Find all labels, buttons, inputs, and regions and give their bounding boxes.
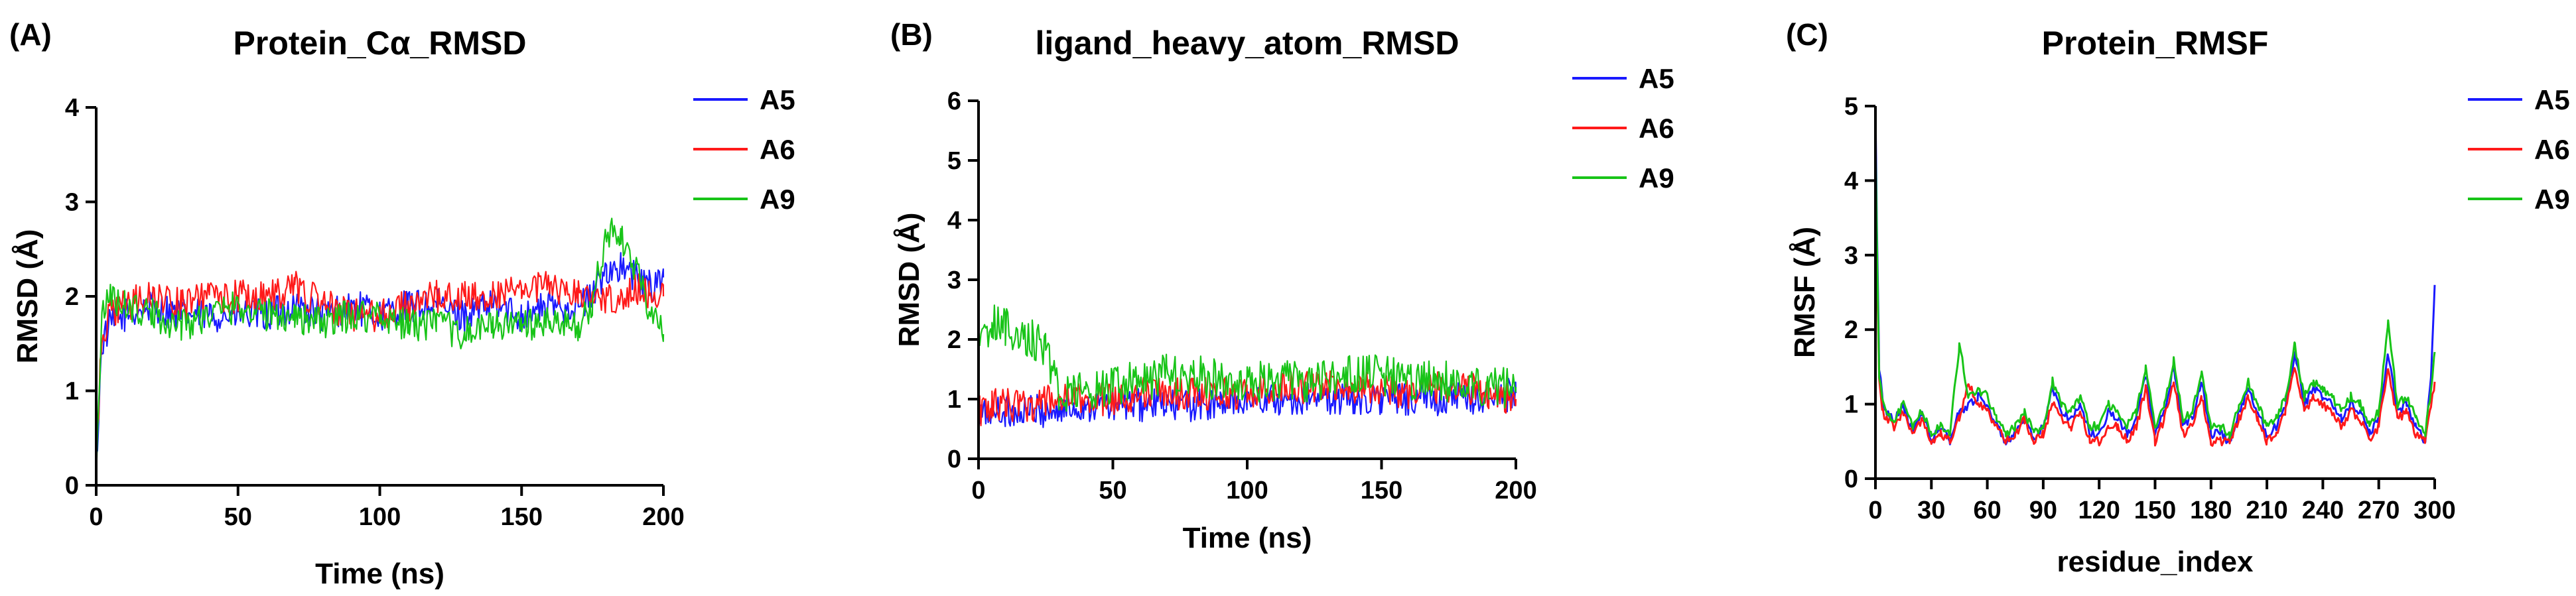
y-axis-label: RMSD (Å): [893, 213, 925, 347]
x-axis-label: Time (ns): [315, 558, 444, 590]
legend: A5 A6 A9: [1572, 63, 1674, 194]
y-tick-label: 0: [65, 472, 79, 500]
legend-label-a5: A5: [760, 84, 795, 115]
y-tick-label: 5: [947, 147, 961, 175]
series-group: [95, 217, 665, 483]
y-tick-label: 6: [947, 88, 961, 115]
series-line-a6: [1874, 167, 2436, 447]
x-tick-label: 180: [2190, 497, 2232, 524]
panel-a: (A) Protein_Cα_RMSD 0 50 100 150 200 0 1 2 3 4 Time …: [9, 17, 795, 590]
x-tick-label: 210: [2246, 497, 2287, 524]
legend: A5 A6 A9: [693, 84, 795, 215]
x-tick-label: 270: [2358, 497, 2400, 524]
chart-title: ligand_heavy_atom_RMSD: [1035, 25, 1459, 62]
y-tick-label: 1: [1844, 391, 1858, 419]
x-axis-label: Time (ns): [1183, 522, 1312, 554]
x-tick-label: 50: [224, 503, 252, 531]
panel-b: (B) ligand_heavy_atom_RMSD 0 50 100 150 200 0 1 2…: [890, 17, 1674, 554]
x-tick-label: 150: [2134, 497, 2176, 524]
x-tick-label: 200: [642, 503, 684, 531]
x-tick-label: 50: [1099, 477, 1126, 505]
panel-label: (A): [9, 17, 52, 52]
y-axis-label: RMSF (Å): [1789, 227, 1821, 358]
x-tick-label: 30: [1917, 497, 1945, 524]
x-tick-label: 100: [1226, 477, 1268, 505]
x-tick-label: 150: [1361, 477, 1402, 505]
legend-label-a6: A6: [760, 134, 795, 165]
y-tick-label: 5: [1844, 93, 1858, 121]
y-tick-label: 2: [947, 326, 961, 354]
x-tick-label: 100: [359, 503, 401, 531]
y-axis-label: RMSD (Å): [11, 229, 44, 364]
x-axis-label: residue_index: [2057, 546, 2254, 578]
series-group: [977, 304, 1517, 428]
y-tick-label: 3: [947, 267, 961, 294]
panel-label: (B): [890, 17, 933, 52]
x-tick-label: 200: [1495, 477, 1536, 505]
series-line-a9: [95, 217, 665, 483]
series-line-a9: [977, 304, 1517, 412]
series-line-a6: [95, 270, 665, 469]
legend-label-a5: A5: [2534, 84, 2570, 115]
series-line-a9: [1874, 132, 2436, 440]
y-tick-label: 3: [65, 189, 79, 217]
legend-label-a9: A9: [1639, 162, 1674, 194]
legend-label-a5: A5: [1639, 63, 1674, 94]
x-tick-label: 0: [1868, 497, 1882, 524]
series-group: [1874, 105, 2436, 447]
chart-title: Protein_RMSF: [2042, 25, 2269, 62]
x-tick-label: 150: [501, 503, 543, 531]
panel-label: (C): [1786, 17, 1828, 52]
legend-label-a6: A6: [2534, 134, 2570, 165]
y-tick-label: 0: [947, 446, 961, 473]
x-tick-label: 90: [2029, 497, 2057, 524]
legend-label-a6: A6: [1639, 113, 1674, 144]
y-tick-label: 2: [1844, 316, 1858, 344]
x-tick-label: 0: [971, 477, 985, 505]
x-tick-label: 240: [2302, 497, 2344, 524]
y-tick-label: 1: [947, 386, 961, 414]
x-tick-label: 0: [89, 503, 103, 531]
y-tick-label: 1: [65, 378, 79, 406]
legend-label-a9: A9: [760, 184, 795, 215]
y-tick-label: 4: [947, 207, 961, 235]
y-tick-label: 4: [65, 94, 79, 122]
x-tick-label: 120: [2078, 497, 2120, 524]
legend: A5 A6 A9: [2468, 84, 2570, 215]
y-tick-label: 2: [65, 283, 79, 311]
legend-label-a9: A9: [2534, 184, 2570, 215]
x-tick-label: 300: [2413, 497, 2455, 524]
x-tick-label: 60: [1973, 497, 2001, 524]
y-tick-label: 0: [1844, 465, 1858, 493]
y-tick-label: 4: [1844, 167, 1858, 195]
y-tick-label: 3: [1844, 242, 1858, 270]
chart-title: Protein_Cα_RMSD: [234, 25, 527, 62]
